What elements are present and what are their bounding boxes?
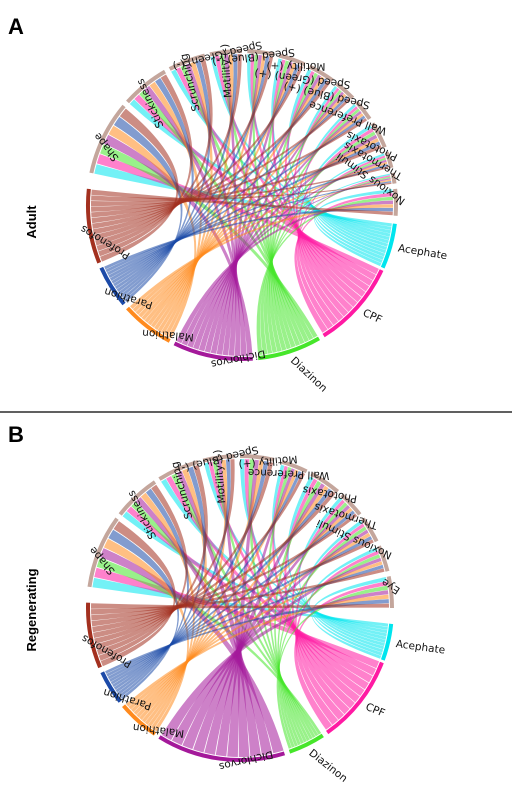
chord-dichlorvos-phototaxis	[193, 505, 351, 753]
label-acephate: Acephate	[397, 242, 448, 262]
panel-b-side-label: Regenerating	[24, 568, 39, 651]
panel-a-chords	[90, 54, 393, 357]
arc-noxious-stimuli	[393, 188, 398, 216]
arc-wall-preference	[370, 122, 387, 149]
label-malathion: Malathion	[142, 327, 194, 343]
chord-dichlorvos-stickiness	[135, 497, 273, 756]
arc-parathion	[100, 671, 122, 703]
chord-profenofos-thermotaxis	[91, 182, 392, 202]
chord-dichlorvos-motility	[215, 468, 295, 757]
chord-profenofos-shape	[100, 108, 179, 262]
chord-profenofos-noxious-stimuli	[91, 568, 385, 615]
label-diazinon: Diazinon	[306, 747, 349, 785]
chord-malathion-wall-preference	[136, 485, 329, 718]
chord-parathion-scrunching	[117, 466, 207, 695]
arc-cpf	[322, 269, 384, 338]
chord-malathion-phototaxis	[133, 507, 353, 715]
arc-diazinon	[257, 336, 320, 361]
arc-noxious-stimuli	[377, 545, 390, 572]
chord-cpf-motility	[272, 465, 360, 703]
chord-dichlorvos-wall-preference	[204, 483, 325, 755]
arc-malathion	[126, 306, 171, 343]
arc-phototaxis	[340, 493, 362, 516]
arc-speed-blue	[240, 454, 275, 462]
label-motility: Motility (-)	[219, 44, 234, 99]
chord-acephate-shape	[94, 164, 392, 227]
chord-parathion-shape	[113, 116, 183, 303]
arc-phototaxis	[384, 151, 394, 169]
chord-diazinon-speed-green	[270, 89, 342, 351]
panel-b-letter: B	[8, 422, 24, 447]
arc-dichlorvos	[158, 735, 286, 762]
label-cpf: CPF	[361, 307, 384, 326]
arc-diazinon	[288, 733, 324, 754]
arc-speed-blue	[278, 53, 306, 67]
arc-thermotaxis	[361, 517, 379, 543]
chord-diazinon-scrunching	[180, 65, 309, 343]
panel-b-chords	[91, 459, 389, 757]
arc-motility	[202, 454, 235, 463]
arc-stickiness	[126, 69, 166, 104]
label-motility: Motility (-)	[212, 449, 228, 504]
label-diazinon: Diazinon	[288, 355, 329, 395]
chord-cpf-stickiness	[126, 506, 377, 676]
chord-dichlorvos-shape	[104, 134, 253, 356]
label-motility: Motility (+)	[266, 60, 325, 73]
arc-acephate	[380, 223, 397, 269]
chord-profenofos-noxious-stimuli	[91, 189, 393, 216]
chord-parathion-speed-blue	[109, 115, 366, 281]
chord-acephate-wall-preference	[309, 124, 385, 257]
arc-shape	[87, 517, 119, 588]
chord-parathion-shape	[108, 529, 180, 700]
chord-cpf-thermotaxis	[294, 523, 365, 720]
chord-cpf-speed-green	[292, 87, 353, 312]
chord-parathion-wall-preference	[108, 141, 381, 279]
arc-wall-preference	[310, 472, 339, 494]
label-motility: Motility (+)	[238, 453, 298, 471]
panel-a: A Adult AcephateCPFDiazinonDichlorvosMal…	[8, 14, 448, 395]
arc-speed-green	[247, 49, 275, 57]
chord-acephate-noxious-stimuli	[313, 189, 393, 267]
panel-a-arcs	[86, 49, 398, 362]
arc-cpf	[326, 661, 384, 735]
label-cpf: CPF	[364, 701, 387, 720]
label-wall-preference: Wall Preference	[248, 466, 330, 481]
arc-profenofos	[86, 188, 102, 264]
arc-malathion	[122, 704, 157, 736]
arc-scrunching	[158, 459, 199, 481]
chord-profenofos-eye	[91, 603, 389, 609]
panel-a-letter: A	[8, 14, 24, 39]
arc-acephate	[380, 623, 394, 661]
arc-shape	[89, 104, 126, 174]
chord-acephate-shape	[92, 577, 389, 627]
arc-speed-green	[335, 82, 355, 100]
chord-diazinon-noxious-stimuli	[277, 554, 381, 748]
chord-malathion-shape	[103, 538, 189, 732]
arc-motility	[308, 64, 334, 83]
arc-parathion	[99, 266, 126, 306]
arc-dichlorvos	[173, 341, 253, 362]
panel-b-arcs	[86, 454, 394, 762]
arc-speed-blue	[354, 100, 372, 121]
chord-parathion-scrunching	[120, 59, 211, 298]
arc-thermotaxis	[390, 172, 397, 184]
chord-dichlorvos-scrunching	[176, 470, 261, 757]
chord-dichlorvos-motility	[217, 460, 250, 757]
arc-motility	[281, 459, 308, 474]
chord-malathion-motility	[147, 76, 325, 326]
label-acephate: Acephate	[395, 638, 446, 657]
panel-a-side-label: Adult	[24, 205, 39, 239]
chord-profenofos-phototaxis	[90, 166, 389, 207]
arc-eye	[386, 575, 394, 608]
chord-dichlorvos-speed-blue	[216, 61, 293, 355]
chord-profenofos-shape	[100, 521, 176, 667]
arc-profenofos	[86, 602, 102, 669]
panel-b: B Regenerating AcephateCPFDiazinonDichlo…	[8, 422, 446, 785]
chord-acephate-thermotaxis	[305, 520, 384, 653]
arc-stickiness	[118, 480, 157, 516]
arc-scrunching	[168, 53, 206, 71]
arc-motility	[209, 49, 242, 57]
